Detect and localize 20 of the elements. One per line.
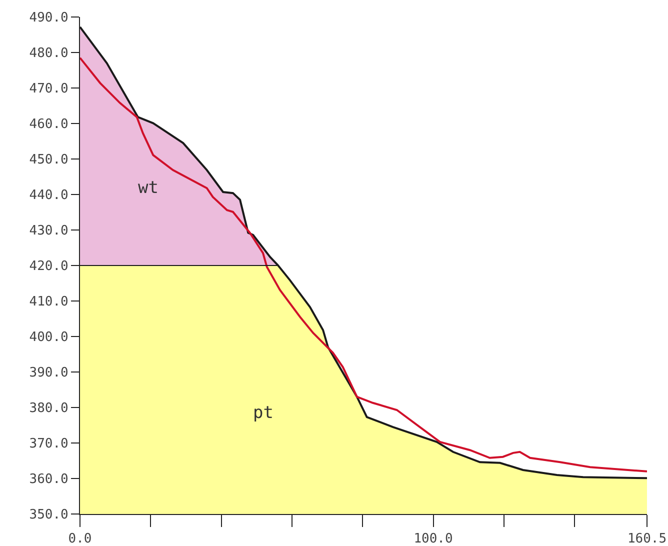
series-label: pt	[253, 403, 274, 423]
y-tick-label: 370.0	[29, 436, 68, 452]
x-tick-label: 0.0	[68, 532, 92, 546]
y-tick-label: 410.0	[29, 294, 68, 310]
y-tick-label: 490.0	[29, 10, 68, 26]
y-tick-label: 480.0	[29, 46, 68, 62]
y-tick-label: 440.0	[29, 188, 68, 204]
y-tick-label: 380.0	[29, 401, 68, 416]
y-tick-label: 360.0	[29, 472, 68, 488]
y-tick-label: 390.0	[29, 366, 68, 381]
x-tick-label: 100.0	[414, 532, 453, 546]
y-tick-label: 470.0	[29, 82, 68, 97]
x-tick-label: 160.5	[627, 532, 667, 546]
y-tick-label: 430.0	[29, 224, 68, 239]
y-tick-label: 450.0	[29, 152, 68, 168]
y-tick-label: 420.0	[29, 259, 68, 274]
y-tick-label: 460.0	[29, 117, 68, 132]
y-tick-label: 350.0	[29, 508, 68, 523]
y-tick-label: 400.0	[29, 330, 68, 346]
series-label: wt	[138, 178, 158, 198]
